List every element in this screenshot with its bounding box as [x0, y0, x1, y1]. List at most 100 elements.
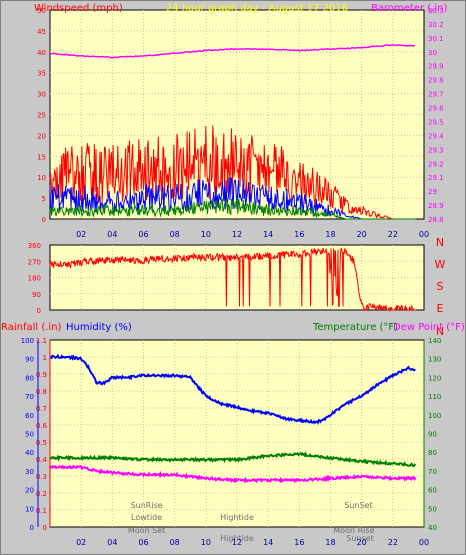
compass-label: E	[437, 302, 444, 315]
right-tick-label: 29.9	[428, 63, 444, 71]
left-tick-label: 30	[37, 91, 46, 99]
direction-left-ticks: 0 90 180 270 360	[28, 242, 41, 315]
rain-ticks: 0 0.1 0.2 0.3 0.4 0.5 0.6 0.7 0.8 0.9 1 1.1	[36, 337, 48, 532]
chart-title: 24 hour graph day - August 17 2016	[166, 3, 348, 14]
temperature-tick-label: 120	[428, 374, 441, 382]
rain-tick-label: 0.1	[36, 507, 47, 515]
astro-annotations: SunRise Lowtide Moon Set Hightide Hightide Su…	[128, 501, 375, 543]
right-tick-label: 30.3	[428, 7, 444, 15]
temperature-tick-label: 140	[428, 337, 441, 345]
humidity-axis-label: Humidity (%)	[66, 322, 132, 333]
humidity-tick-label: 60	[25, 412, 34, 420]
top-series	[49, 44, 416, 220]
left-tick-label: 35	[37, 70, 46, 78]
right-tick-label: 29.8	[428, 77, 444, 85]
right-tick-label: 29.1	[428, 174, 444, 182]
series-line	[49, 125, 416, 220]
humidity-tick-label: 40	[25, 449, 34, 457]
astro-annotation: Lowtide	[131, 513, 162, 522]
temperature-tick-label: 80	[428, 449, 437, 457]
right-tick-label: 29.5	[428, 118, 444, 126]
left-tick-label: 45	[37, 28, 46, 36]
humidity-tick-label: 0	[30, 524, 34, 532]
temperature-ticks: 40 50 60 70 80 90 100 110 120 130 140	[428, 337, 441, 532]
right-tick-label: 29.3	[428, 146, 444, 154]
rain-tick-label: 0.2	[36, 490, 47, 498]
left-tick-label: 20	[37, 132, 46, 140]
x-tick-label: 08	[170, 230, 180, 239]
temperature-tick-label: 50	[428, 505, 437, 513]
x-tick-label: 06	[138, 538, 148, 547]
dewpoint-axis-label: Dew Point (°F)	[393, 322, 465, 333]
temperature-tick-label: 40	[428, 524, 437, 532]
astro-annotation: Hightide	[220, 534, 254, 543]
x-tick-label: 08	[170, 538, 180, 547]
rain-tick-label: 0.7	[36, 405, 47, 413]
temperature-axis-label: Temperature (°F)	[312, 322, 398, 333]
series-line	[49, 451, 417, 468]
direction-grid	[50, 245, 424, 310]
top-right-ticks: 28.8 28.9 29 29.1 29.2 29.3 29.4 29.5 29.6 29.7 29…	[428, 7, 444, 224]
rain-tick-label: 0	[43, 524, 47, 532]
right-tick-label: 29.2	[428, 160, 444, 168]
rain-tick-label: 0.9	[36, 371, 47, 379]
rain-tick-label: 1	[43, 354, 47, 362]
right-tick-label: 30.1	[428, 35, 444, 43]
temperature-tick-label: 60	[428, 487, 437, 495]
temperature-tick-label: 90	[428, 431, 437, 439]
x-tick-label: 02	[76, 230, 86, 239]
astro-annotation: SunSet	[344, 501, 372, 510]
temperature-tick-label: 110	[428, 393, 441, 401]
temperature-tick-label: 70	[428, 468, 437, 476]
top-left-ticks: 0 5 10 15 20 25 30 35 40 45 50	[37, 7, 46, 224]
x-tick-label: 06	[138, 230, 148, 239]
rain-tick-label: 0.6	[36, 422, 48, 430]
x-tick-label: 16	[294, 538, 304, 547]
rain-tick-label: 1.1	[36, 337, 47, 345]
barometer-axis-label: Barometer (.in)	[371, 3, 447, 14]
direction-tick-label: 360	[28, 242, 41, 250]
x-tick-label: 00	[419, 230, 429, 239]
x-tick-label: 14	[263, 230, 273, 239]
x-tick-label: 02	[76, 538, 86, 547]
top-x-ticks: 02 04 06 08 10 12 14 16 18 20 22 00	[76, 230, 429, 239]
direction-tick-label: 180	[28, 275, 41, 283]
series-line	[49, 44, 415, 59]
x-tick-label: 18	[325, 230, 335, 239]
series-line	[49, 353, 416, 425]
x-tick-label: 20	[357, 538, 367, 547]
x-tick-label: 16	[294, 230, 304, 239]
astro-annotation: Moon Rise	[333, 526, 374, 535]
compass-label: S	[437, 280, 444, 293]
left-tick-label: 0	[42, 216, 46, 224]
x-tick-label: 14	[263, 538, 273, 547]
rain-tick-label: 0.3	[36, 473, 47, 481]
compass-label: N	[436, 236, 444, 249]
humidity-tick-label: 30	[25, 468, 34, 476]
right-tick-label: 30	[428, 49, 437, 57]
x-tick-label: 10	[201, 230, 211, 239]
astro-annotation: Moon Set	[128, 526, 165, 535]
direction-tick-label: 270	[28, 258, 41, 266]
series-line	[49, 198, 416, 220]
rain-tick-label: 0.8	[36, 388, 47, 396]
x-tick-label: 00	[419, 538, 429, 547]
astro-annotation: Sunset	[346, 534, 373, 543]
bottom-x-ticks: 02 04 06 08 10 12 14 16 18 20 22 00	[76, 538, 429, 547]
temperature-tick-label: 130	[428, 356, 441, 364]
rainfall-axis-label: Rainfall (.in)	[1, 322, 62, 333]
windspeed-axis-label: Windspeed (mph)	[34, 3, 123, 14]
humidity-tick-label: 70	[25, 393, 34, 401]
astro-annotation: SunRise	[131, 501, 163, 510]
x-tick-label: 12	[232, 230, 242, 239]
x-tick-label: 20	[357, 230, 367, 239]
right-tick-label: 29.6	[428, 105, 444, 113]
astro-annotation: Hightide	[220, 513, 254, 522]
x-tick-label: 22	[388, 230, 398, 239]
bottom-series	[49, 353, 417, 484]
right-tick-label: 29	[428, 188, 437, 196]
right-tick-label: 28.9	[428, 202, 444, 210]
series-line	[49, 247, 416, 312]
humidity-ticks: 0 10 20 30 40 50 60 70 80 90 100	[21, 337, 34, 532]
